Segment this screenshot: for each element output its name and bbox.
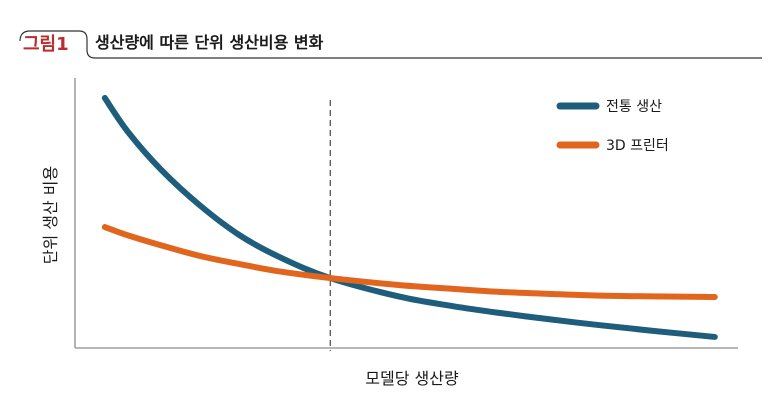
series-line-3d-printer	[101, 224, 718, 300]
series-line-traditional-production	[101, 94, 718, 340]
legend-label-traditional-production: 전통 생산	[606, 99, 662, 115]
plot-area	[74, 78, 738, 351]
figure-header: 그림1 생산량에 따른 단위 생산비용 변화	[19, 30, 762, 59]
figure-label: 그림1	[23, 34, 69, 55]
legend-item-3d-printer: 3D 프린터	[556, 138, 669, 154]
legend-label-3d-printer: 3D 프린터	[606, 138, 669, 154]
legend-item-traditional-production: 전통 생산	[556, 99, 662, 115]
x-axis-title: 모델당 생산량	[365, 369, 459, 388]
y-axis-title: 단위 생산 비용	[41, 166, 60, 265]
chart-title: 생산량에 따른 단위 생산비용 변화	[95, 33, 324, 52]
figure-label-tab-frame	[19, 30, 762, 59]
legend: 전통 생산 3D 프린터	[556, 99, 669, 154]
